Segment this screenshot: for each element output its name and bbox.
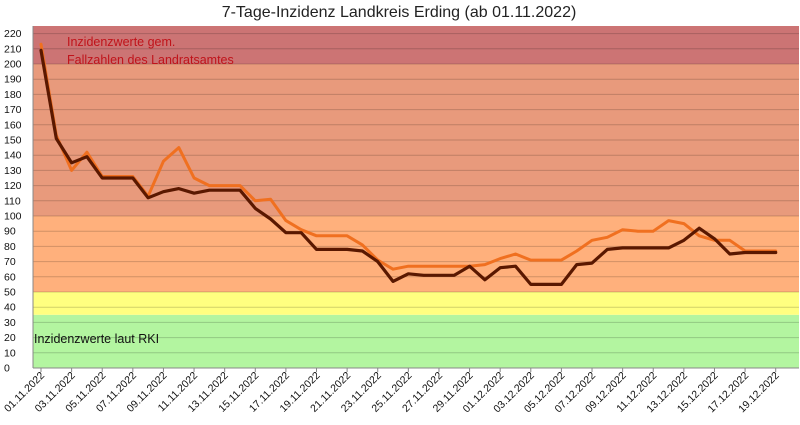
x-axis-ticks: 01.11.202203.11.202205.11.202207.11.2022… — [2, 368, 782, 415]
y-tick-label-100: 100 — [4, 211, 22, 223]
y-tick-label-40: 40 — [4, 302, 16, 314]
y-tick-label-220: 220 — [4, 28, 22, 40]
y-tick-label-0: 0 — [4, 363, 10, 375]
y-axis-ticks: 0 10 20 30 40 50 60 70 80 90 100 110 120 130 140 150 160… — [4, 28, 22, 374]
annotations: Inzidenzwerte gem. Fallzahlen des Landrat… — [34, 35, 234, 346]
band-4 — [33, 26, 799, 64]
series-line-0 — [39, 42, 778, 271]
band-3 — [33, 64, 799, 216]
y-tick-label-150: 150 — [4, 135, 22, 147]
y-tick-label-20: 20 — [4, 332, 16, 344]
y-tick-label-180: 180 — [4, 89, 22, 101]
y-tick-label-140: 140 — [4, 150, 22, 162]
annotation-lra-line-1: Fallzahlen des Landratsamtes — [67, 53, 234, 67]
band-0 — [33, 314, 799, 368]
y-tick-label-200: 200 — [4, 59, 22, 71]
series-line-1 — [39, 48, 778, 286]
y-tick-label-210: 210 — [4, 43, 22, 55]
grid-lines — [32, 26, 799, 369]
y-tick-label-60: 60 — [4, 271, 16, 283]
band-1 — [33, 292, 799, 315]
incidence-bands — [33, 26, 799, 368]
chart-title: 7-Tage-Inzidenz Landkreis Erding (ab 01.… — [222, 4, 577, 21]
y-tick-label-170: 170 — [4, 104, 22, 116]
series-lines — [39, 42, 778, 286]
y-tick-label-190: 190 — [4, 74, 22, 86]
y-tick-label-30: 30 — [4, 317, 16, 329]
y-tick-label-70: 70 — [4, 256, 16, 268]
y-tick-label-120: 120 — [4, 180, 22, 192]
y-tick-label-160: 160 — [4, 119, 22, 131]
y-tick-label-50: 50 — [4, 287, 16, 299]
annotation-rki-line-0: Inzidenzwerte laut RKI — [34, 332, 159, 346]
y-tick-label-130: 130 — [4, 165, 22, 177]
y-tick-label-80: 80 — [4, 241, 16, 253]
annotation-lra-line-0: Inzidenzwerte gem. — [67, 35, 175, 49]
y-tick-label-110: 110 — [4, 195, 21, 207]
y-tick-label-90: 90 — [4, 226, 16, 238]
y-tick-label-10: 10 — [4, 347, 16, 359]
band-2 — [33, 216, 799, 292]
